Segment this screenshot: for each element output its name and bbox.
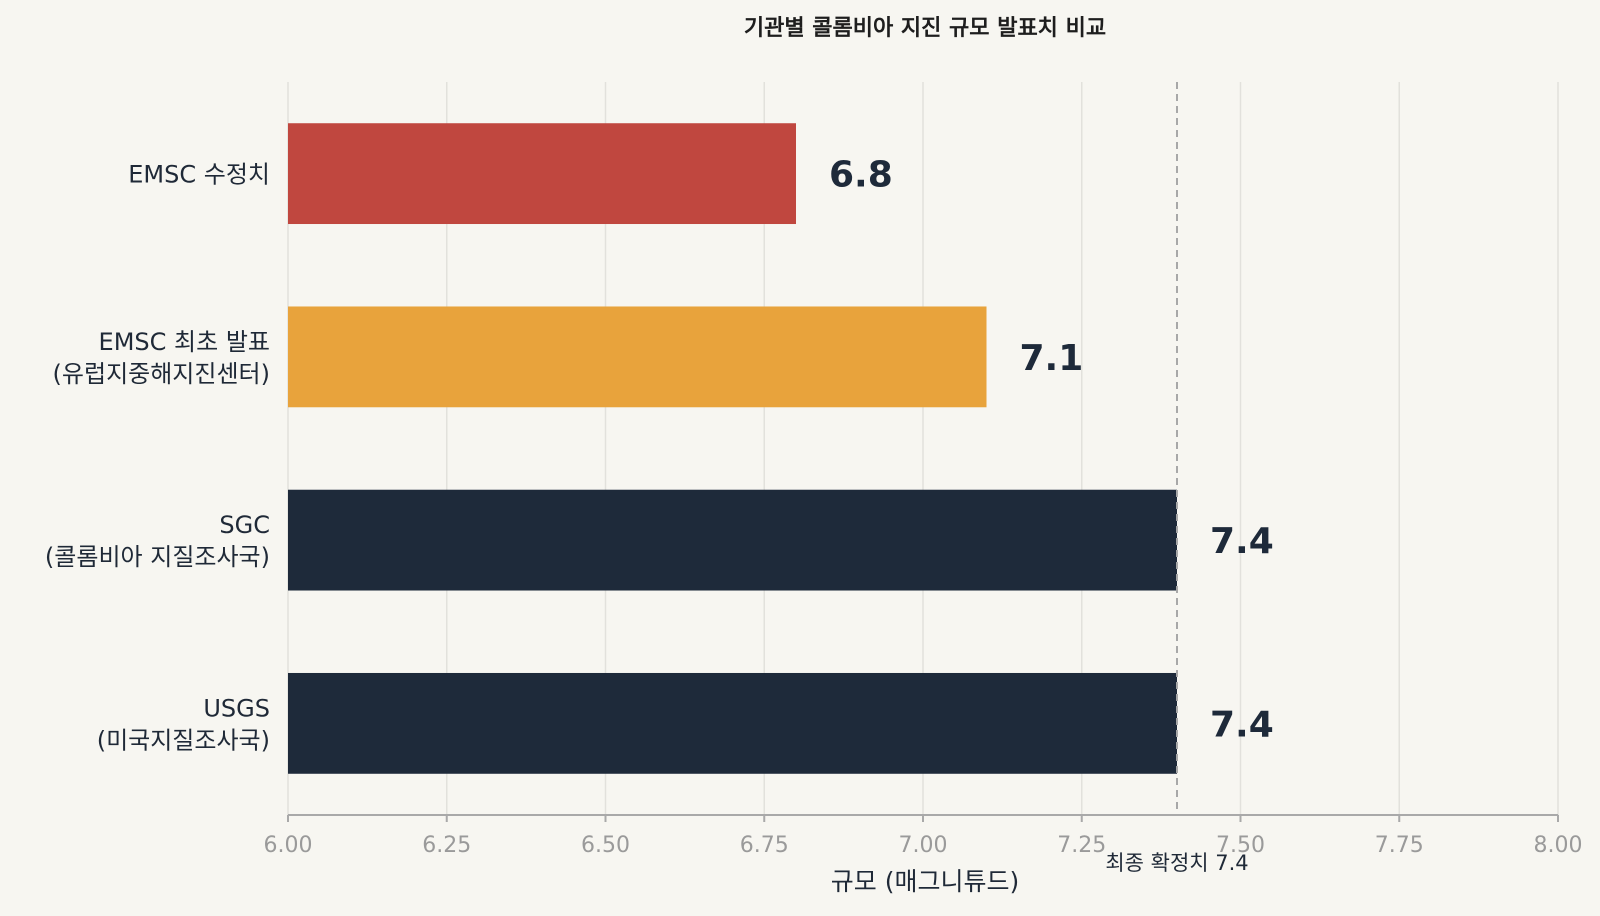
- x-tick-label: 6.00: [264, 833, 313, 858]
- value-label: 7.4: [1210, 521, 1274, 562]
- x-tick-label: 7.25: [1057, 833, 1106, 858]
- x-axis-label: 규모 (매그니튜드): [831, 867, 1019, 896]
- bar: [288, 672, 1177, 774]
- category-label: (콜롬비아 지질조사국): [45, 543, 270, 571]
- category-labels: EMSC 수정치 EMSC 최초 발표 (유럽지중해지진센터) SGC (콜롬비아 지질…: [45, 161, 270, 755]
- category-label: (미국지질조사국): [97, 726, 270, 754]
- value-labels: 6.8 7.1 7.4 7.4: [829, 155, 1274, 746]
- x-axis: 6.00 6.25 6.50 6.75 7.00 7.25 7.50 7.75 8.00: [264, 814, 1583, 858]
- bars: [288, 123, 1177, 774]
- chart-title: 기관별 콜롬비아 지진 규모 발표치 비교: [744, 16, 1106, 41]
- x-tick-label: 6.25: [422, 833, 471, 858]
- bar: [288, 123, 796, 225]
- x-tick-label: 7.75: [1375, 833, 1424, 858]
- reference-line-label: 최종 확정치 7.4: [1105, 851, 1248, 875]
- category-label: USGS: [203, 694, 270, 722]
- x-tick-label: 6.50: [581, 833, 630, 858]
- bar: [288, 489, 1177, 591]
- bar: [288, 306, 987, 408]
- x-tick-label: 7.50: [1216, 833, 1265, 858]
- category-label: (유럽지중해지진센터): [53, 360, 270, 388]
- value-label: 6.8: [829, 155, 893, 196]
- category-label: EMSC 수정치: [128, 161, 270, 189]
- category-label: EMSC 최초 발표: [99, 328, 270, 356]
- x-tick-label: 7.00: [899, 833, 948, 858]
- x-tick-label: 8.00: [1534, 833, 1583, 858]
- reference-line-group: 최종 확정치 7.4: [1105, 82, 1249, 875]
- value-label: 7.4: [1210, 704, 1274, 745]
- x-tick-label: 6.75: [740, 833, 789, 858]
- value-label: 7.1: [1020, 338, 1084, 379]
- category-label: SGC: [219, 511, 270, 539]
